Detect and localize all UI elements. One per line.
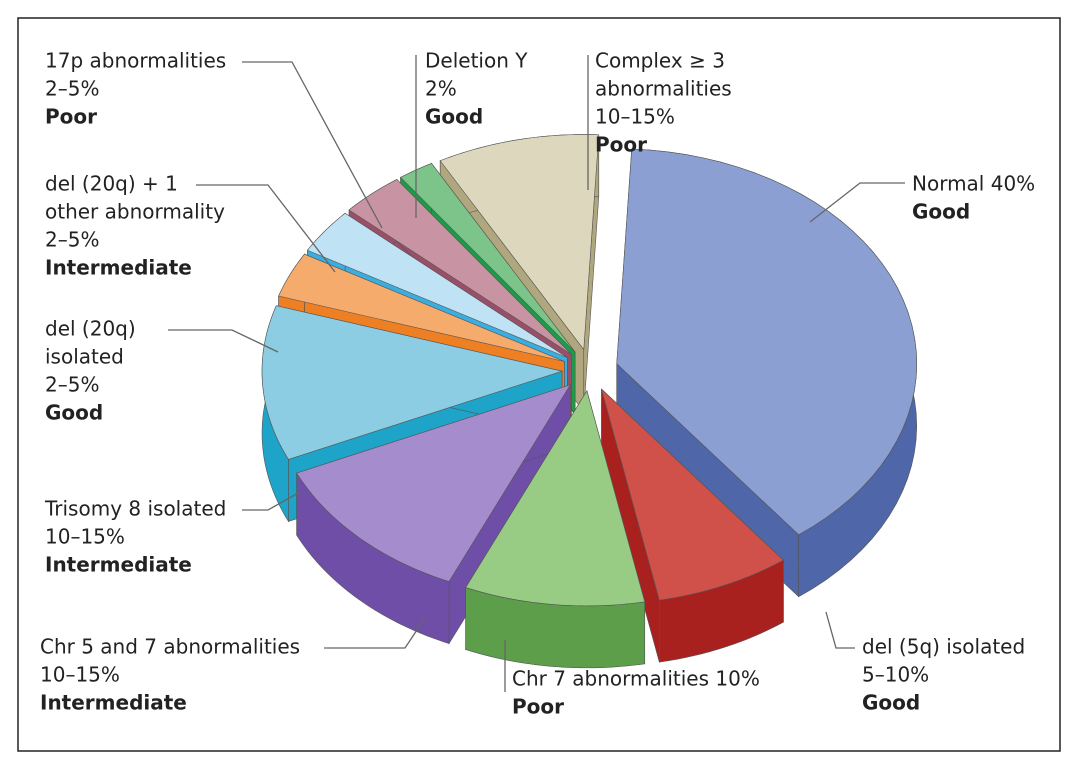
slice xyxy=(261,305,564,460)
slice-label: 17p abnormalities xyxy=(45,49,226,73)
slice-label: del (5q) isolated xyxy=(862,635,1025,659)
slice-label: 10–15% xyxy=(595,105,675,129)
risk-label: Good xyxy=(425,105,483,129)
risk-label: Intermediate xyxy=(45,256,192,280)
slice xyxy=(439,134,600,351)
slice-label: isolated xyxy=(45,345,124,369)
leader-line xyxy=(825,611,855,649)
risk-label: Intermediate xyxy=(45,553,192,577)
slice xyxy=(600,388,784,601)
slice-label: Normal 40% xyxy=(912,172,1035,196)
leader-line xyxy=(242,61,383,229)
risk-label: Intermediate xyxy=(40,691,187,715)
slice-label: 2% xyxy=(425,77,457,101)
slice-label: 2–5% xyxy=(45,228,99,252)
risk-label: Good xyxy=(45,401,103,425)
slice-label: 10–15% xyxy=(40,663,120,687)
risk-label: Good xyxy=(862,691,920,715)
slice xyxy=(296,384,571,582)
risk-label: Poor xyxy=(512,695,564,719)
slice xyxy=(278,253,565,362)
slice-label: other abnormality xyxy=(45,200,225,224)
leader-line xyxy=(168,329,279,353)
slice-label: 5–10% xyxy=(862,663,929,687)
slice-label: del (20q) xyxy=(45,317,136,341)
risk-label: Poor xyxy=(45,105,97,129)
slice-label: 10–15% xyxy=(45,525,125,549)
slice-label: del (20q) + 1 xyxy=(45,172,178,196)
slice-label: abnormalities xyxy=(595,77,732,101)
slice xyxy=(616,148,918,536)
slice-label: Complex ≥ 3 xyxy=(595,49,725,73)
slice xyxy=(348,179,572,355)
slice-label: Deletion Y xyxy=(425,49,528,73)
slice xyxy=(306,212,568,358)
slice-label: Chr 7 abnormalities 10% xyxy=(512,667,760,691)
slice xyxy=(465,390,646,607)
slice-label: 2–5% xyxy=(45,77,99,101)
slice-label: Trisomy 8 isolated xyxy=(44,497,226,521)
slice-label: Chr 5 and 7 abnormalities xyxy=(40,635,300,659)
leader-line xyxy=(809,182,905,223)
risk-label: Poor xyxy=(595,133,647,157)
slice-label: 2–5% xyxy=(45,373,99,397)
leader-line xyxy=(242,491,301,511)
leader-line xyxy=(324,617,426,649)
risk-label: Good xyxy=(912,200,970,224)
leader-line xyxy=(196,184,336,273)
